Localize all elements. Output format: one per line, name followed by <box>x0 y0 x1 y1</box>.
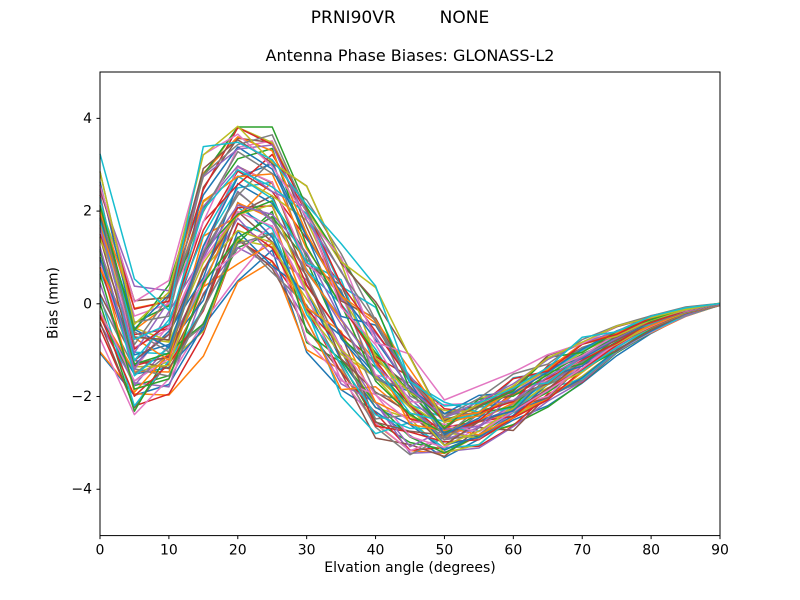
series-line <box>99 136 721 420</box>
series-line <box>99 141 721 407</box>
y-tick-label: 0 <box>83 296 92 312</box>
y-tick-label: 4 <box>83 111 92 127</box>
x-tick-label: 30 <box>298 543 316 559</box>
figure-suptitle: PRNI90VR NONE <box>0 9 800 28</box>
y-tick-label: −4 <box>71 482 92 498</box>
series-lines-group <box>99 125 721 459</box>
x-tick-label: 80 <box>642 543 660 559</box>
x-tick-label: 20 <box>229 543 247 559</box>
chart-title: Antenna Phase Biases: GLONASS-L2 <box>265 46 555 65</box>
suptitle-left: PRNI90VR <box>310 8 396 28</box>
y-axis-label: Bias (mm) <box>45 266 62 340</box>
series-line <box>99 170 721 435</box>
x-tick-label: 10 <box>160 543 178 559</box>
series-line <box>99 165 721 419</box>
axes-group: 0 10 20 30 40 50 60 70 80 90 −4 −2 0 2 4 <box>71 71 729 559</box>
y-tick-label: −2 <box>71 389 92 405</box>
x-tick-label: 40 <box>367 543 385 559</box>
x-tick-label: 70 <box>573 543 591 559</box>
y-tick-label: 2 <box>83 204 92 220</box>
series-line <box>99 133 721 401</box>
series-line <box>99 246 721 454</box>
x-tick-label: 0 <box>96 543 105 559</box>
x-tick-label: 60 <box>504 543 522 559</box>
x-axis-label: Elvation angle (degrees) <box>324 560 496 576</box>
x-tick-label: 90 <box>711 543 729 559</box>
suptitle-right: NONE <box>439 8 490 28</box>
x-tick-label: 50 <box>436 543 454 559</box>
series-line <box>99 203 721 447</box>
series-line <box>99 125 721 424</box>
